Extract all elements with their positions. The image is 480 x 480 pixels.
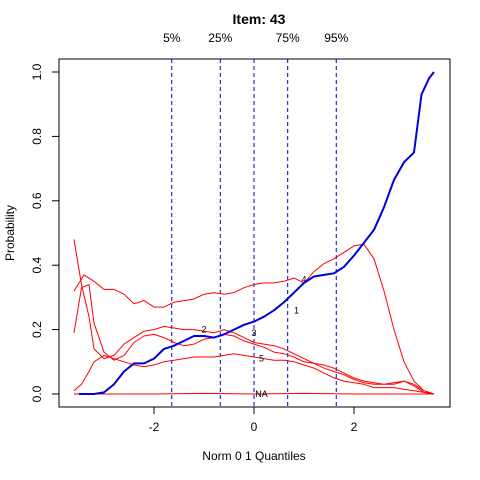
series-line-1	[73, 243, 435, 395]
y-tick-label: 0.0	[30, 385, 44, 402]
series-line-3	[73, 284, 435, 395]
series-line-4	[79, 71, 435, 395]
series-line-5	[73, 353, 435, 395]
percentile-lines	[171, 59, 337, 407]
curve-label-3: 3	[251, 328, 256, 338]
series-lines	[73, 71, 435, 395]
y-tick-label: 0.2	[30, 321, 44, 338]
y-axis-label: Probability	[3, 205, 17, 261]
curve-label-2: 2	[201, 325, 206, 335]
percentile-label: 5%	[163, 31, 181, 45]
curve-label-5: 5	[259, 354, 264, 364]
series-line-2	[73, 239, 435, 395]
percentile-labels: 5% 25% 75% 95%	[163, 31, 349, 45]
y-tick-label: 1.0	[30, 63, 44, 80]
x-axis: -2 0 2	[149, 406, 358, 434]
y-tick-label: 0.4	[30, 257, 44, 274]
y-tick-label: 0.6	[30, 192, 44, 209]
x-axis-label: Norm 0 1 Quantiles	[202, 449, 305, 463]
percentile-label: 25%	[208, 31, 232, 45]
curve-labels: 1 2 3 5 NA 4	[201, 275, 306, 399]
percentile-label: 75%	[276, 31, 300, 45]
x-tick-label: 2	[351, 420, 358, 434]
x-tick-label: 0	[251, 420, 258, 434]
curve-label-1: 1	[294, 305, 299, 315]
y-tick-label: 0.8	[30, 128, 44, 145]
y-axis: 0.0 0.2 0.4 0.6 0.8 1.0	[30, 63, 60, 402]
curve-label-na: NA	[255, 389, 268, 399]
percentile-label: 95%	[324, 31, 348, 45]
x-tick-label: -2	[149, 420, 160, 434]
chart-title: Item: 43	[233, 11, 286, 27]
curve-label-4: 4	[301, 275, 306, 285]
series-line-na	[74, 392, 434, 395]
